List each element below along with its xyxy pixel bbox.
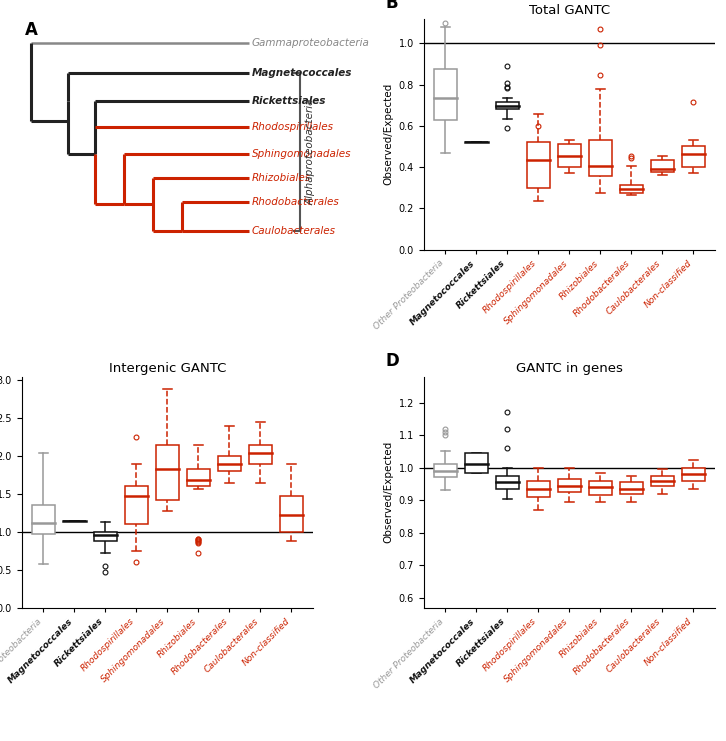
Text: Gammaproteobacteria: Gammaproteobacteria [252,38,370,47]
Title: Total GANTC: Total GANTC [529,4,610,17]
Bar [650,160,674,172]
Bar [650,476,674,485]
Bar [620,482,643,494]
Bar [526,481,550,497]
Text: Magnetococcales: Magnetococcales [252,68,352,78]
Bar [218,456,241,471]
Text: Rickettsiales: Rickettsiales [252,96,326,105]
Text: Rhodospirillales: Rhodospirillales [252,122,334,132]
Bar [187,469,211,486]
Bar [558,144,582,167]
Bar [682,147,705,167]
Bar [589,481,612,496]
Bar [496,476,519,489]
Title: Intergenic GANTC: Intergenic GANTC [109,362,226,376]
Text: A: A [25,21,38,39]
Bar [125,486,148,525]
Bar [620,185,643,193]
Text: Sphingomonadales: Sphingomonadales [252,149,351,159]
Bar [94,532,117,542]
Bar [465,453,489,473]
Text: Rhodobacterales: Rhodobacterales [252,197,340,207]
Bar [32,505,55,534]
Bar [589,140,612,176]
Bar [433,465,457,477]
Text: Rhizobiales: Rhizobiales [252,173,311,183]
Bar [558,479,582,492]
Y-axis label: Observed/Expected: Observed/Expected [383,441,393,543]
Text: D: D [386,352,400,370]
Bar [280,496,303,532]
Title: GANTC in genes: GANTC in genes [516,362,623,376]
Text: Caulobacterales: Caulobacterales [252,226,336,236]
Bar [155,445,179,500]
Bar [526,142,550,187]
Bar [496,102,519,109]
Text: Alphaproteobacteria: Alphaproteobacteria [306,99,316,205]
Bar [682,468,705,481]
Text: B: B [386,0,399,12]
Bar [433,69,457,119]
Bar [248,445,272,464]
Y-axis label: Observed/Expected: Observed/Expected [383,83,393,185]
